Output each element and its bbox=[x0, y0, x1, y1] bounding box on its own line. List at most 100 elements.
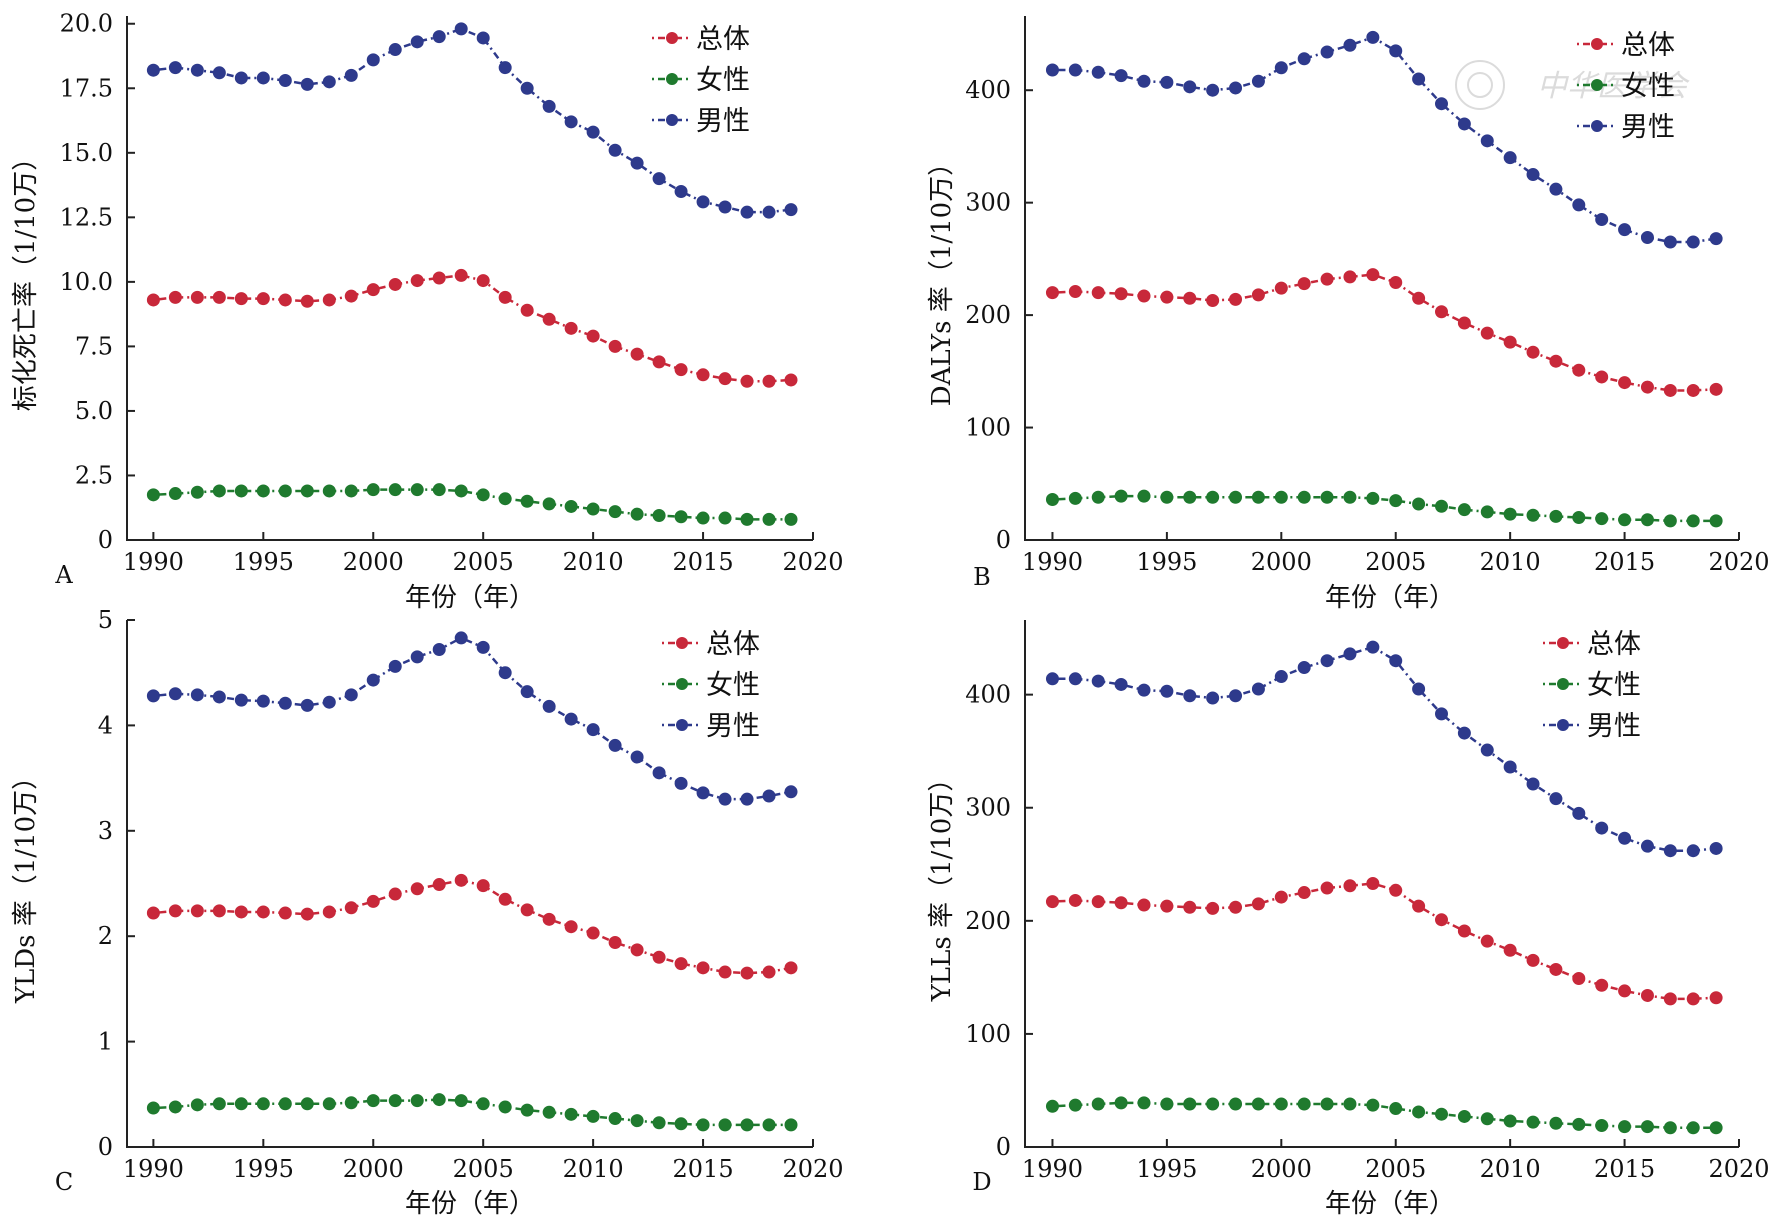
data-point-female bbox=[432, 483, 446, 497]
data-point-male bbox=[1389, 44, 1403, 58]
series-female bbox=[1045, 1096, 1723, 1135]
x-tick-label: 1995 bbox=[233, 1155, 294, 1183]
data-point-total bbox=[322, 905, 336, 919]
data-point-male bbox=[1251, 682, 1265, 696]
x-tick-label: 2005 bbox=[1365, 548, 1426, 576]
data-point-total bbox=[278, 906, 292, 920]
data-point-male bbox=[1640, 231, 1654, 245]
data-point-total bbox=[234, 292, 248, 306]
data-point-female bbox=[696, 511, 710, 525]
legend-entry-female: 女性 bbox=[662, 670, 760, 701]
data-point-male bbox=[1343, 647, 1357, 661]
data-point-male bbox=[388, 43, 402, 57]
data-point-total bbox=[1618, 376, 1632, 390]
data-point-total bbox=[1251, 897, 1265, 911]
data-point-male bbox=[1183, 689, 1197, 703]
data-point-male bbox=[652, 766, 666, 780]
y-tick-label: 7.5 bbox=[75, 332, 113, 360]
legend-label: 男性 bbox=[706, 711, 760, 742]
data-point-male bbox=[542, 99, 556, 113]
data-point-female bbox=[476, 488, 490, 502]
data-point-total bbox=[1229, 900, 1243, 914]
data-point-female bbox=[388, 483, 402, 497]
data-point-female bbox=[1526, 1115, 1540, 1129]
data-point-total bbox=[586, 926, 600, 940]
legend-entry-total: 总体 bbox=[652, 24, 750, 55]
legend-entry-total: 总体 bbox=[1577, 30, 1675, 61]
data-point-male bbox=[630, 156, 644, 170]
data-point-male bbox=[1457, 117, 1471, 131]
series-line-female bbox=[1052, 1101, 1717, 1130]
x-tick-label: 2015 bbox=[673, 548, 734, 576]
data-point-female bbox=[762, 512, 776, 526]
data-point-female bbox=[1183, 490, 1197, 504]
data-point-male bbox=[1366, 640, 1380, 654]
data-point-female bbox=[300, 1097, 314, 1111]
y-axis-title: YLLs 率（1/10万） bbox=[927, 766, 957, 1003]
legend-label: 总体 bbox=[706, 629, 760, 660]
data-point-female bbox=[1389, 1102, 1403, 1116]
data-point-total bbox=[1595, 370, 1609, 384]
data-point-male bbox=[146, 689, 160, 703]
data-point-total bbox=[674, 957, 688, 971]
data-point-total bbox=[1663, 383, 1677, 397]
data-point-male bbox=[762, 205, 776, 219]
data-point-female bbox=[146, 1101, 160, 1115]
data-point-female bbox=[234, 484, 248, 498]
legend-label: 总体 bbox=[1587, 629, 1641, 660]
data-point-female bbox=[1457, 503, 1471, 517]
data-point-total bbox=[1709, 991, 1723, 1005]
data-point-female bbox=[278, 484, 292, 498]
data-point-female bbox=[740, 512, 754, 526]
series-total bbox=[1045, 877, 1723, 1006]
data-point-total bbox=[608, 339, 622, 353]
data-point-total bbox=[1068, 893, 1082, 907]
data-point-female bbox=[256, 484, 270, 498]
data-point-male bbox=[256, 694, 270, 708]
data-point-male bbox=[1045, 63, 1059, 77]
data-point-female bbox=[1480, 1112, 1494, 1126]
data-point-male bbox=[1686, 844, 1700, 858]
data-point-female bbox=[234, 1097, 248, 1111]
series-line-total bbox=[153, 274, 792, 383]
data-point-total bbox=[740, 374, 754, 388]
data-point-total bbox=[1526, 953, 1540, 967]
data-point-total bbox=[630, 943, 644, 957]
data-point-female bbox=[344, 484, 358, 498]
data-point-female bbox=[300, 484, 314, 498]
data-point-total bbox=[388, 277, 402, 291]
data-point-total bbox=[1480, 934, 1494, 948]
x-tick-label: 1990 bbox=[123, 548, 184, 576]
data-point-total bbox=[278, 293, 292, 307]
y-tick-label: 100 bbox=[965, 1020, 1011, 1048]
data-point-total bbox=[1251, 288, 1265, 302]
data-point-total bbox=[1206, 293, 1220, 307]
data-point-male bbox=[542, 699, 556, 713]
x-axis-title: 年份（年） bbox=[405, 1189, 535, 1219]
data-point-total bbox=[1297, 277, 1311, 291]
series-line-female bbox=[153, 1098, 792, 1127]
data-point-female bbox=[1320, 1097, 1334, 1111]
data-point-female bbox=[1435, 499, 1448, 513]
data-point-male bbox=[410, 650, 424, 664]
y-tick-label: 0 bbox=[98, 526, 113, 554]
data-point-male bbox=[498, 61, 512, 75]
data-point-female bbox=[1709, 1121, 1723, 1135]
data-point-total bbox=[1114, 896, 1128, 910]
data-point-total bbox=[762, 965, 776, 979]
data-point-male bbox=[410, 35, 424, 49]
y-tick-label: 20.0 bbox=[60, 10, 113, 38]
data-point-female bbox=[366, 483, 380, 497]
data-point-male bbox=[476, 640, 490, 654]
x-tick-label: 1990 bbox=[1022, 1155, 1083, 1183]
data-point-total bbox=[190, 904, 204, 918]
data-point-total bbox=[1206, 901, 1220, 915]
data-point-total bbox=[212, 904, 226, 918]
data-point-male bbox=[344, 688, 358, 702]
data-point-female bbox=[520, 1103, 534, 1117]
data-point-total bbox=[168, 290, 182, 304]
data-point-total bbox=[696, 368, 710, 382]
data-point-total bbox=[146, 906, 160, 920]
y-tick-label: 10.0 bbox=[60, 268, 113, 296]
data-point-male bbox=[1274, 61, 1288, 75]
